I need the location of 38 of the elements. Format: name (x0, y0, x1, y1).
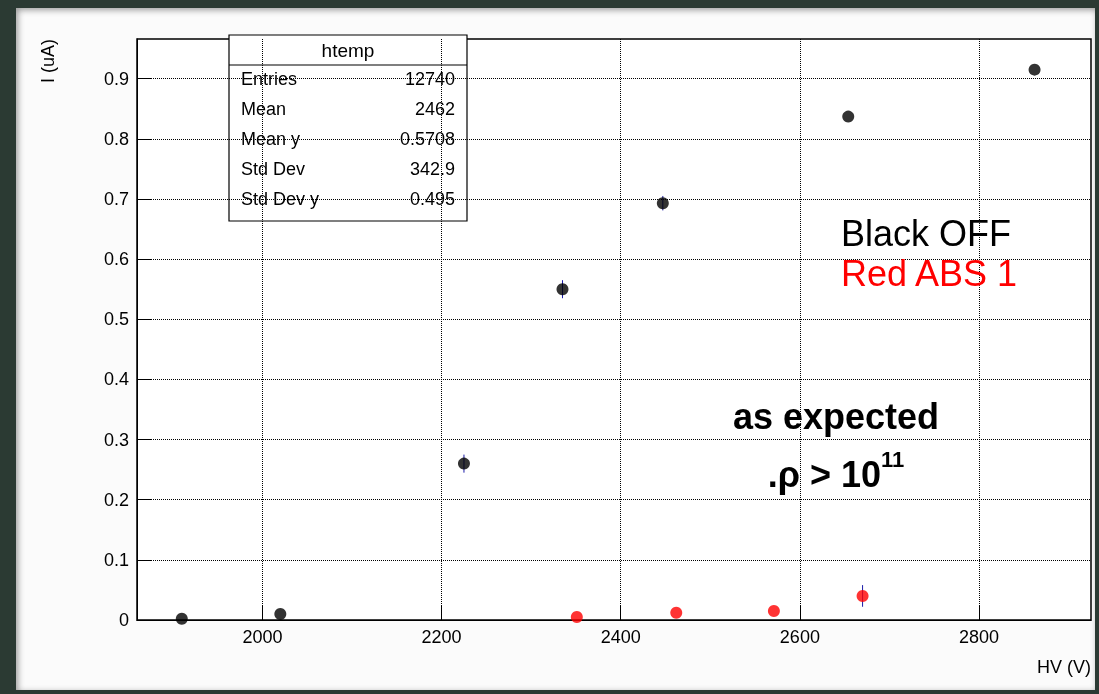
y-tick-label: 0.1 (103, 549, 129, 570)
annotation: Std Dev (241, 159, 306, 179)
annotation: Std Dev y (241, 189, 320, 209)
y-axis-title: I (uA) (38, 39, 58, 84)
y-tick-label: 0.7 (103, 188, 129, 209)
y-tick-label: 0.6 (103, 249, 129, 270)
point (767, 604, 780, 617)
point (175, 612, 188, 625)
annotation: htemp (321, 39, 375, 61)
y-tick-label: 0 (118, 610, 129, 630)
point (670, 606, 683, 619)
y-tick-label: 0.2 (103, 489, 129, 510)
y-tick-label: 0.4 (103, 369, 129, 390)
point (274, 607, 287, 620)
y-tick-label: 0.9 (103, 68, 129, 89)
annotation: 342.9 (409, 159, 455, 179)
point (656, 197, 669, 210)
x-tick-label: 2000 (242, 627, 283, 647)
y-tick-label: 0.8 (103, 128, 129, 149)
annotation: 2462 (414, 99, 455, 119)
annotation: Mean (241, 99, 287, 119)
text: Red ABS 1 (840, 252, 1018, 294)
y-tick-label: 0.5 (103, 309, 129, 330)
x-tick-label: 2600 (779, 627, 820, 647)
annotation: 0.5708 (399, 129, 455, 149)
x-tick-label: 2800 (959, 627, 1000, 647)
annotation: as expected (732, 395, 940, 437)
text: Black OFF (840, 212, 1011, 254)
point (1028, 63, 1041, 76)
y-tick-label: 0.3 (103, 429, 129, 450)
point (856, 589, 869, 602)
point (842, 110, 855, 123)
point (570, 611, 583, 623)
x-tick-label: 2400 (600, 627, 641, 647)
point (457, 457, 470, 470)
point (556, 283, 569, 296)
x-tick-label: 2200 (421, 627, 462, 647)
x-axis-title: HV (V) (1037, 657, 1091, 677)
